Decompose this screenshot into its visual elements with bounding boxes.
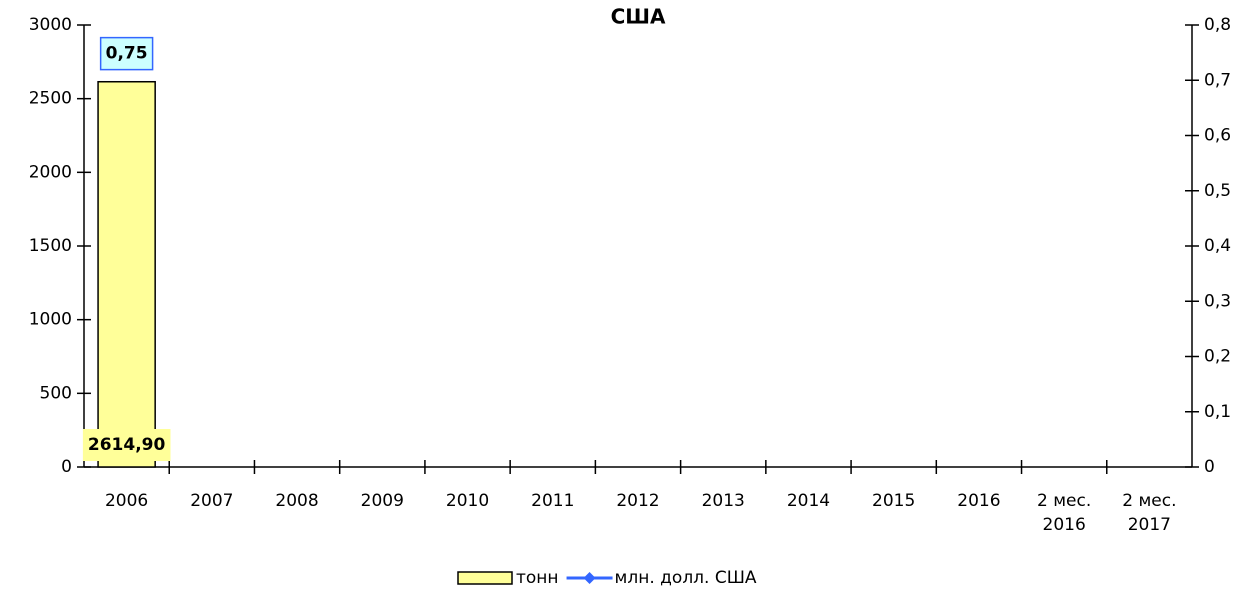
x-tick-label: 2011	[531, 491, 575, 511]
bar	[97, 80, 156, 468]
y-tick-label: 2000	[29, 162, 72, 182]
y2-tick-label: 0,1	[1204, 402, 1231, 422]
x-tick-label: 2012	[616, 491, 660, 511]
data-label-box	[99, 36, 154, 71]
legend-label: млн. долл. США	[615, 568, 757, 588]
x-tick-label: 2008	[275, 491, 319, 511]
x-tick-label: 2007	[190, 491, 234, 511]
data-label: 0,75	[106, 44, 148, 64]
y2-tick-label: 0	[1204, 457, 1215, 477]
y2-tick-label: 0,2	[1204, 347, 1231, 367]
data-label-box	[82, 429, 171, 461]
data-label: 2614,90	[88, 435, 166, 455]
chart-title: США	[611, 5, 666, 29]
y-tick-label: 1500	[29, 236, 72, 256]
y2-tick-label: 0,8	[1204, 15, 1231, 35]
x-tick-label: 2 мес. 2017	[1122, 491, 1177, 535]
legend-label: тонн	[516, 568, 559, 588]
x-tick-label: 2016	[957, 491, 1001, 511]
y2-tick-label: 0,7	[1204, 70, 1231, 90]
x-tick-label: 2006	[104, 491, 149, 511]
x-tick-label: 2010	[445, 491, 490, 511]
y2-tick-label: 0,6	[1204, 126, 1231, 146]
y-tick-label: 2500	[29, 89, 72, 109]
legend-swatch	[457, 571, 513, 585]
y-tick-label: 3000	[29, 15, 72, 35]
legend-marker	[583, 572, 596, 584]
x-tick-label: 2014	[786, 491, 831, 511]
x-tick-label: 2015	[872, 491, 916, 511]
y2-tick-label: 0,5	[1204, 181, 1231, 201]
y-tick-label: 500	[40, 383, 72, 403]
y2-tick-label: 0,3	[1204, 291, 1231, 311]
x-tick-label: 2009	[360, 491, 404, 511]
y2-tick-label: 0,4	[1204, 236, 1231, 256]
y-tick-label: 0	[61, 457, 72, 477]
y-tick-label: 1000	[29, 310, 72, 330]
x-tick-label: 2013	[701, 491, 745, 511]
x-tick-label: 2 мес. 2016	[1037, 491, 1092, 535]
